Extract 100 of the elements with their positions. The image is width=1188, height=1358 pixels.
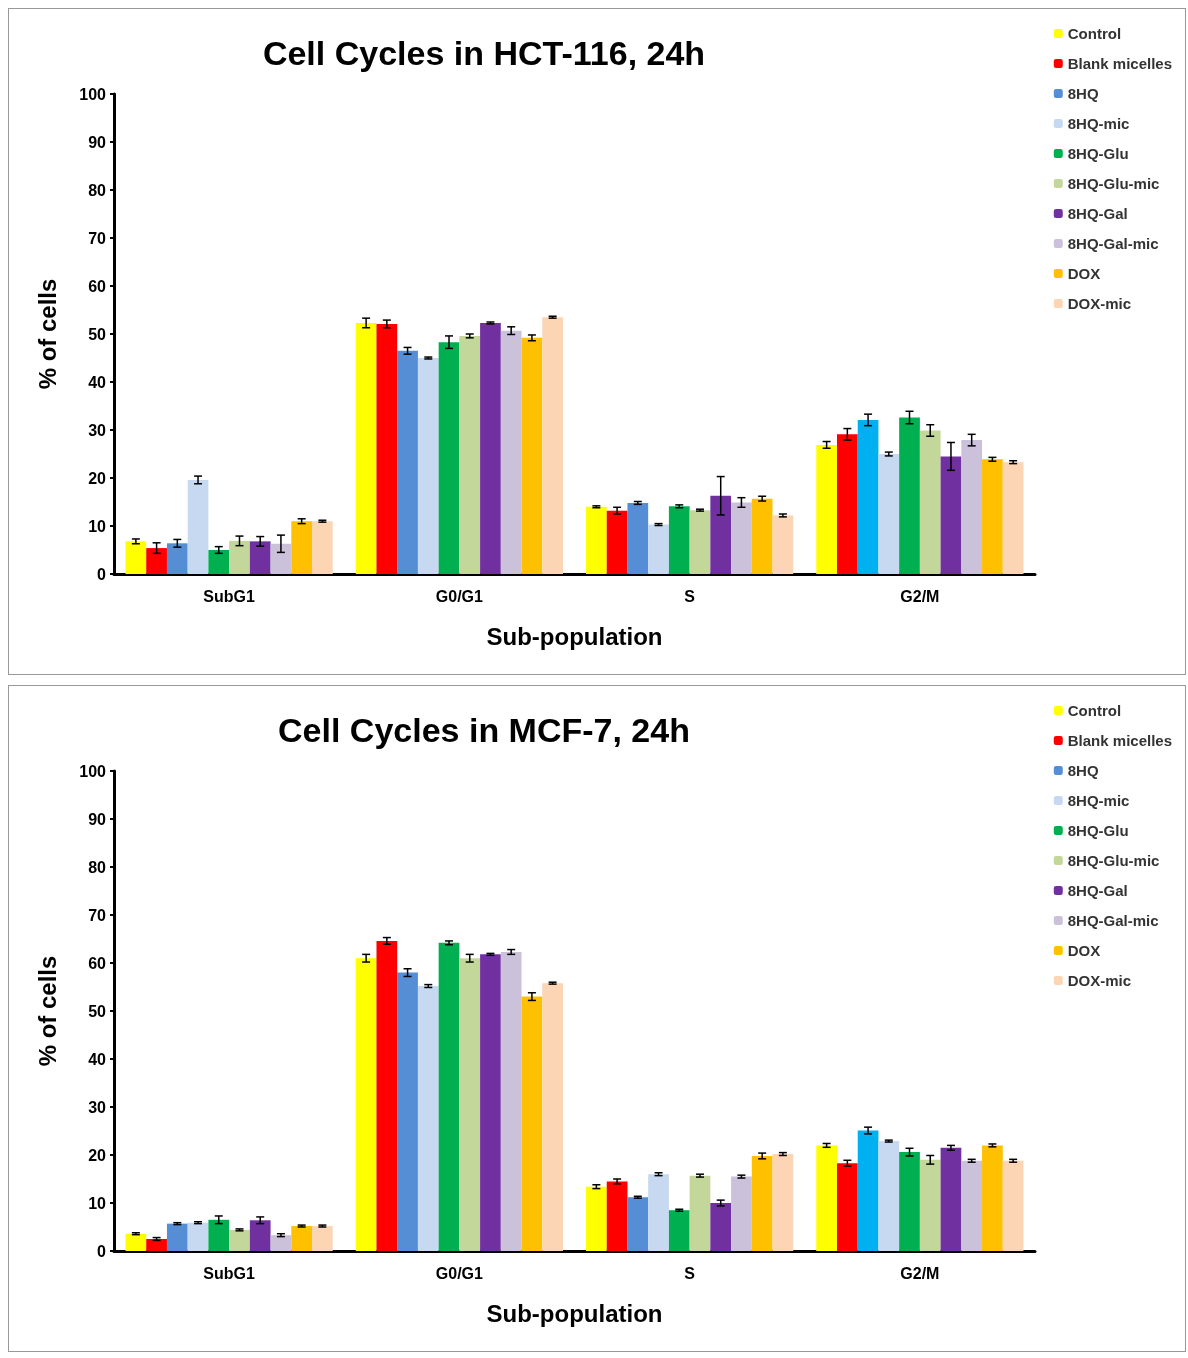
legend-label: 8HQ-Gal-mic [1067, 912, 1159, 929]
bar [606, 510, 628, 574]
y-tick-label: 70 [88, 229, 107, 247]
legend-label: Control [1067, 25, 1122, 42]
y-tick-label: 10 [88, 1194, 107, 1212]
bar [229, 540, 250, 574]
bar [919, 430, 941, 574]
bar [249, 1220, 271, 1251]
bar [291, 1226, 313, 1251]
bar [751, 1155, 773, 1251]
bar [606, 1181, 628, 1251]
legend-label: 8HQ-mic [1067, 792, 1130, 809]
bar [480, 322, 501, 574]
legend-label: Control [1067, 702, 1122, 719]
bar [961, 1160, 983, 1251]
y-axis-title: % of cells [33, 955, 61, 1067]
bar [982, 1145, 1003, 1251]
legend-label: DOX-mic [1067, 295, 1132, 312]
legend-label: Blank micelles [1067, 55, 1173, 72]
bar [689, 510, 711, 574]
legend-label: DOX [1067, 265, 1101, 282]
x-tick-label: S [684, 1264, 696, 1282]
legend-label: 8HQ-Gal [1067, 882, 1128, 899]
bar [627, 1197, 649, 1251]
bar [878, 1141, 900, 1251]
x-tick-label: G2/M [900, 587, 940, 605]
legend-label: 8HQ [1067, 762, 1099, 779]
bar [208, 1219, 230, 1251]
bar [648, 1174, 669, 1251]
bar [668, 506, 690, 574]
legend-label: DOX-mic [1067, 972, 1132, 989]
bar [816, 1145, 837, 1251]
y-tick-label: 100 [79, 762, 107, 780]
bar [710, 1203, 732, 1251]
bar [187, 479, 209, 574]
bar [229, 1229, 250, 1251]
legend-label: 8HQ-Glu-mic [1067, 852, 1160, 869]
y-tick-label: 0 [97, 565, 107, 583]
bar [586, 1186, 607, 1251]
legend-label: DOX [1067, 942, 1101, 959]
bar [125, 1233, 147, 1251]
bar [1002, 1160, 1024, 1251]
y-tick-label: 90 [88, 810, 107, 828]
bar [438, 942, 460, 1251]
legend-label: 8HQ-Gal [1067, 205, 1128, 222]
bar [291, 521, 313, 574]
bar [480, 954, 501, 1251]
bar [648, 524, 669, 574]
y-tick-label: 70 [88, 906, 107, 924]
bar [125, 541, 147, 574]
bar [521, 996, 543, 1251]
y-tick-label: 20 [88, 1146, 107, 1164]
bar [208, 550, 230, 574]
bar [772, 1154, 794, 1251]
y-axis-title: % of cells [33, 278, 61, 390]
bar [417, 986, 439, 1251]
bar [940, 1147, 962, 1251]
x-tick-label: SubG1 [203, 587, 256, 605]
bar [249, 541, 271, 574]
bar [166, 543, 188, 574]
bar [857, 1130, 879, 1251]
bar [459, 958, 481, 1251]
y-tick-label: 30 [88, 421, 107, 439]
bar [397, 350, 418, 574]
chart-title: Cell Cycles in HCT-116, 24h [262, 34, 706, 72]
bar [668, 1210, 690, 1251]
bar [270, 543, 292, 574]
x-tick-label: G0/G1 [435, 587, 484, 605]
bar [1002, 462, 1024, 574]
y-tick-label: 60 [88, 277, 107, 295]
bar [146, 1239, 167, 1251]
legend-label: 8HQ-Glu [1067, 145, 1129, 162]
x-tick-label: G0/G1 [435, 1264, 484, 1282]
bar [731, 1176, 752, 1251]
bar [500, 951, 522, 1251]
bar [836, 434, 858, 574]
bar [836, 1163, 858, 1251]
bar [187, 1222, 209, 1251]
bar [731, 502, 752, 574]
bar [961, 440, 983, 574]
x-tick-label: S [684, 587, 696, 605]
bar [857, 419, 879, 574]
bar [312, 1226, 333, 1251]
bar [542, 317, 563, 574]
bar [542, 983, 563, 1251]
y-tick-label: 90 [88, 133, 107, 151]
bar [689, 1175, 711, 1251]
y-tick-label: 40 [88, 1050, 107, 1068]
legend-label: Blank micelles [1067, 732, 1173, 749]
legend-label: 8HQ-Glu-mic [1067, 175, 1160, 192]
bar [751, 498, 773, 574]
legend-label: 8HQ [1067, 85, 1099, 102]
chart-title: Cell Cycles in MCF-7, 24h [278, 711, 690, 749]
bar [816, 444, 837, 574]
y-tick-label: 40 [88, 373, 107, 391]
bar [586, 506, 607, 574]
bar [438, 342, 460, 574]
x-axis-title: Sub-population [486, 622, 663, 650]
y-tick-label: 50 [88, 1002, 107, 1020]
legend-label: 8HQ-Glu [1067, 822, 1129, 839]
